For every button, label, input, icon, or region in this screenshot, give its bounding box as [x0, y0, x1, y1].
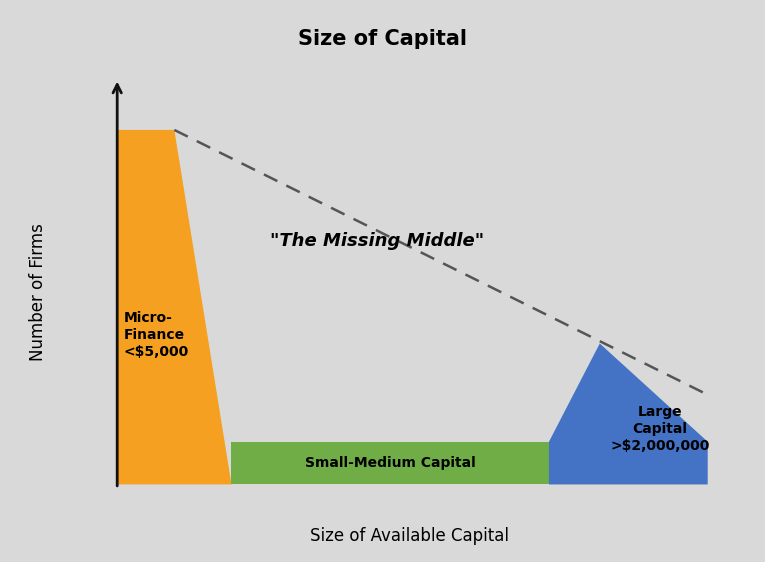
- Text: Number of Firms: Number of Firms: [29, 223, 47, 361]
- Text: Size of Available Capital: Size of Available Capital: [310, 527, 509, 545]
- Text: Micro-
Finance
<$5,000: Micro- Finance <$5,000: [123, 311, 189, 359]
- Bar: [232, 442, 549, 484]
- Text: "The Missing Middle": "The Missing Middle": [271, 232, 484, 250]
- Text: Large
Capital
>$2,000,000: Large Capital >$2,000,000: [610, 405, 710, 453]
- Polygon shape: [549, 343, 708, 484]
- Text: Small-Medium Capital: Small-Medium Capital: [304, 456, 476, 470]
- Text: Size of Capital: Size of Capital: [298, 29, 467, 49]
- Polygon shape: [117, 130, 232, 484]
